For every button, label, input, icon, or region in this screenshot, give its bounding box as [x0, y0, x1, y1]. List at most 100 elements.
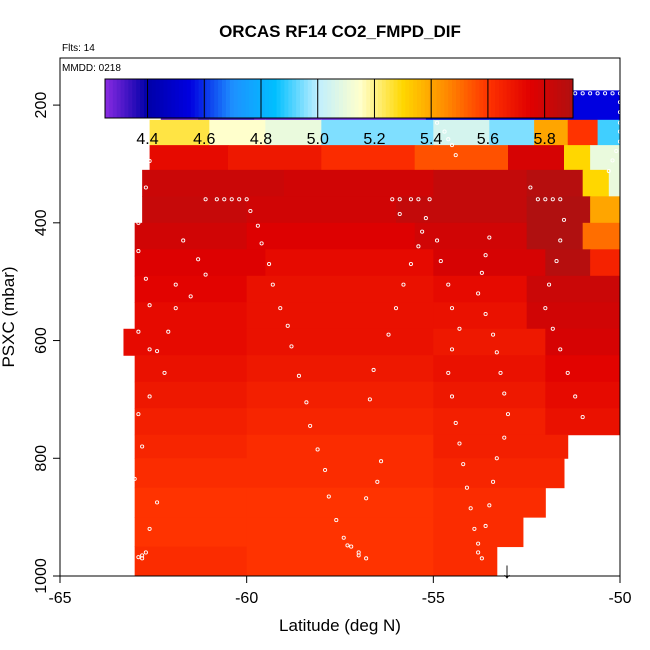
heatmap-cell [134, 355, 248, 383]
y-tick-label: 200 [33, 92, 50, 119]
flight-track-point [457, 326, 462, 331]
flight-track-point [573, 91, 578, 96]
heatmap-cell [590, 196, 621, 224]
flight-track-point [188, 294, 193, 299]
heatmap-cell [134, 249, 266, 277]
heatmap-cell [134, 487, 248, 518]
flight-track-point [453, 153, 458, 158]
flight-track-point [479, 556, 484, 561]
flight-track-point [244, 197, 249, 202]
colorbar-swatch [268, 79, 274, 118]
flight-track-point [498, 370, 503, 375]
colorbar-swatch [522, 79, 527, 118]
colorbar-swatch [151, 79, 157, 118]
colorbar-swatch [557, 79, 562, 118]
heatmap-cell [433, 517, 524, 548]
heatmap-cell [545, 355, 621, 383]
heatmap-cell [433, 487, 546, 518]
heatmap-cell [590, 145, 621, 171]
y-tick-label: 400 [33, 209, 50, 236]
colorbar-swatch [506, 79, 511, 118]
heatmap-cell [134, 434, 248, 459]
y-axis-label: PSXC (mbar) [0, 266, 18, 367]
colorbar-swatch [264, 79, 270, 118]
flight-track-point [614, 148, 619, 154]
heatmap-cell [246, 408, 434, 436]
colorbar-swatch [327, 79, 332, 118]
flight-track-point [449, 394, 455, 399]
heatmap-cell [414, 145, 509, 171]
surface-arrow: ↓ [502, 558, 513, 583]
heatmap-cell [209, 119, 266, 146]
heatmap-cell [414, 222, 528, 250]
flight-track-point [375, 479, 380, 484]
flight-track-point [143, 276, 148, 281]
heatmap-cell [526, 169, 584, 197]
flight-track-point [147, 526, 152, 531]
heatmap-cell [433, 119, 490, 146]
colorbar-swatch [183, 79, 188, 118]
flight-track-point [367, 397, 372, 402]
colorbar-swatch [463, 79, 469, 118]
flight-track-point [580, 91, 585, 96]
colorbar-swatch [417, 79, 422, 118]
y-tick-label: 800 [33, 445, 50, 472]
heatmap-cell [433, 169, 528, 197]
flight-track-point [543, 197, 548, 202]
flight-track-point [453, 420, 458, 426]
flight-track-point [491, 332, 496, 337]
flight-track-point [136, 555, 141, 560]
flight-track-point [476, 550, 481, 555]
flight-track-point [162, 370, 167, 375]
colorbar-swatch [370, 79, 375, 118]
heatmap-cell [433, 328, 546, 356]
heatmap-cell [142, 169, 285, 197]
colorbar-swatch [413, 79, 418, 118]
flight-track-point [364, 556, 369, 561]
colorbar-swatch [171, 79, 176, 118]
heatmap-cell [149, 145, 229, 171]
heatmap-cell [433, 249, 546, 277]
flight-track-point [308, 423, 313, 428]
colorbar-swatch [261, 79, 266, 118]
heatmap-cell [433, 275, 528, 303]
flight-track-point [371, 367, 376, 373]
flight-track-point [155, 500, 160, 505]
flight-track-point [558, 238, 563, 243]
heatmap-cell [134, 302, 248, 330]
colorbar-swatch [253, 79, 258, 118]
heatmap-cell [321, 145, 416, 171]
heatmap-cell [526, 275, 621, 303]
colorbar-swatch [296, 79, 301, 118]
colorbar-swatch [510, 79, 515, 118]
flight-track-point [356, 550, 361, 555]
flight-track-point [289, 344, 294, 349]
colorbar-swatch [147, 79, 153, 118]
flight-track-point [610, 91, 615, 96]
flight-track-point [278, 306, 283, 311]
flight-track-point [140, 556, 145, 561]
heatmap-cell [149, 119, 210, 146]
flight-track-point [420, 229, 425, 234]
colorbar-swatch [167, 79, 172, 118]
flight-track-point [397, 211, 402, 217]
colorbar-swatch [257, 79, 262, 118]
colorbar-swatch [393, 79, 398, 118]
colorbar-swatch [420, 79, 426, 118]
colorbar-swatch [276, 79, 281, 118]
flight-track-point [588, 435, 593, 440]
heatmap-cell [134, 222, 248, 250]
colorbar-swatch [331, 79, 336, 118]
colorbar-swatch [456, 79, 461, 118]
flight-track-point [446, 370, 451, 375]
flights-annotation: Flts: 14 [62, 43, 95, 54]
flight-track-point [214, 197, 219, 202]
colorbar-swatch [440, 79, 445, 118]
colorbar-swatch [530, 79, 535, 118]
flight-track-point [259, 241, 264, 246]
heatmap-cell [246, 222, 416, 250]
flight-track-point [558, 197, 563, 202]
colorbar-swatch [140, 79, 145, 118]
colorbar-swatch [561, 79, 566, 118]
colorbar-swatch [225, 79, 231, 118]
